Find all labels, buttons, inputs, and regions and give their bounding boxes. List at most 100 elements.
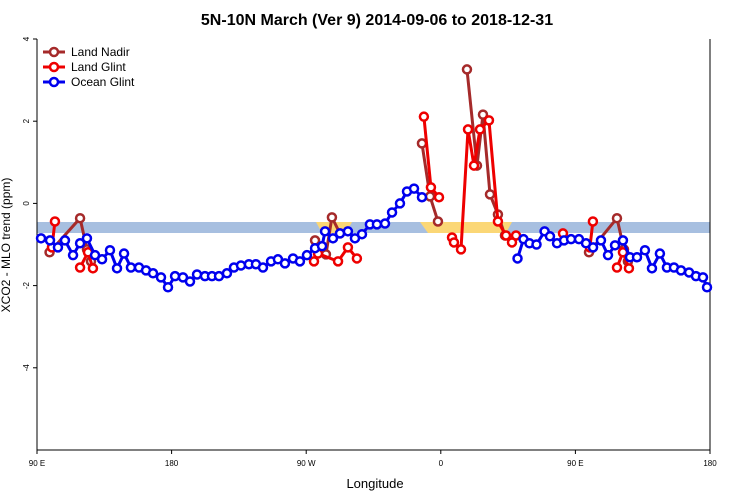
x-tick-label: 90 E — [29, 459, 45, 468]
data-point — [492, 216, 504, 227]
data-point — [461, 64, 473, 75]
data-point — [416, 138, 428, 149]
data-point — [631, 251, 643, 263]
data-point — [308, 256, 320, 267]
data-point — [617, 235, 629, 246]
data-point — [483, 115, 495, 126]
data-point — [416, 191, 428, 203]
data-point — [477, 109, 489, 120]
data-point — [326, 212, 338, 223]
data-point — [418, 111, 430, 122]
data-point — [301, 249, 313, 261]
data-point — [67, 249, 79, 261]
x-tick-label: 180 — [703, 459, 717, 468]
legend-marker — [48, 61, 60, 73]
data-point — [386, 207, 398, 218]
data-point — [184, 276, 196, 287]
data-point — [342, 226, 354, 237]
data-point — [654, 248, 666, 259]
data-point — [639, 245, 651, 256]
data-point — [433, 191, 445, 203]
data-point — [424, 191, 436, 202]
data-point — [74, 212, 86, 224]
data-point — [408, 183, 420, 194]
data-point — [59, 235, 71, 246]
data-point — [49, 216, 61, 227]
legend-marker — [48, 76, 60, 88]
data-point — [602, 249, 614, 261]
data-point — [425, 182, 437, 193]
chart-title: 5N-10N March (Ver 9) 2014-09-06 to 2018-… — [201, 12, 553, 29]
data-point — [468, 160, 480, 171]
x-tick-label: 90 E — [567, 459, 583, 468]
data-point — [697, 272, 709, 283]
legend-label: Land Nadir — [71, 45, 130, 59]
data-point — [221, 268, 233, 279]
data-point — [257, 262, 269, 273]
x-tick-label: 90 W — [297, 459, 316, 468]
data-point — [327, 233, 339, 244]
data-point — [611, 212, 623, 224]
data-point — [74, 238, 86, 249]
legend-label: Ocean Glint — [71, 75, 135, 89]
data-point — [623, 263, 635, 274]
data-point — [595, 235, 607, 246]
x-tick-label: 0 — [439, 459, 444, 468]
data-point — [500, 230, 512, 241]
data-point — [104, 245, 116, 256]
data-point — [342, 242, 354, 253]
data-point — [512, 253, 523, 264]
data-point — [155, 272, 167, 283]
data-point — [394, 198, 406, 209]
data-point — [544, 231, 556, 242]
data-point — [675, 265, 687, 276]
data-point — [125, 262, 137, 273]
data-point — [87, 263, 99, 274]
data-point — [191, 269, 203, 280]
x-axis-label: Longitude — [346, 476, 403, 491]
data-point — [379, 218, 391, 229]
data-point — [646, 263, 658, 274]
data-point — [319, 226, 331, 237]
data-point — [96, 254, 108, 265]
data-point — [531, 239, 542, 250]
data-point — [609, 240, 621, 251]
data-point — [587, 216, 599, 227]
data-point — [111, 263, 123, 274]
data-point — [371, 219, 383, 230]
series-line — [50, 116, 631, 269]
data-point — [294, 256, 306, 267]
data-point — [316, 240, 328, 252]
y-axis-label: XCO2 - MLO trend (ppm) — [0, 178, 13, 313]
data-point — [235, 260, 247, 271]
data-point — [332, 256, 344, 267]
data-point — [35, 233, 47, 244]
y-tick-label: -4 — [22, 364, 31, 372]
data-point — [162, 281, 174, 293]
data-point — [74, 262, 86, 273]
x-tick-label: 180 — [165, 459, 179, 468]
legend-marker — [48, 46, 60, 58]
data-point — [147, 268, 159, 279]
y-tick-label: 4 — [22, 36, 31, 41]
data-point — [118, 248, 130, 259]
y-tick-label: 2 — [22, 118, 31, 123]
data-point — [432, 216, 444, 227]
data-point — [169, 270, 181, 282]
series-line — [40, 186, 709, 290]
data-point — [701, 281, 713, 293]
data-point — [351, 253, 363, 264]
data-point — [462, 124, 474, 135]
y-tick-label: 0 — [22, 201, 31, 206]
data-point — [279, 258, 291, 269]
legend-label: Land Glint — [71, 60, 126, 74]
highlight-area — [420, 222, 512, 233]
data-point — [455, 244, 467, 255]
data-point — [44, 235, 56, 246]
data-point — [587, 242, 599, 253]
data-point — [484, 189, 496, 200]
data-point — [474, 124, 486, 135]
data-point — [448, 237, 460, 248]
